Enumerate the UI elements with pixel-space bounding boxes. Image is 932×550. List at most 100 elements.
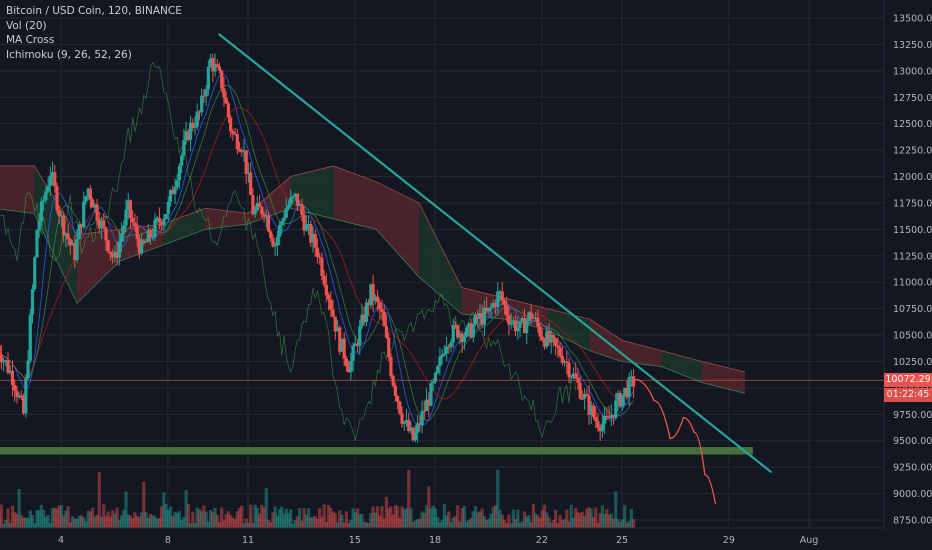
volume-bar [271, 512, 275, 528]
volume-bar [609, 513, 613, 528]
candle-body [369, 284, 373, 306]
volume-bar [600, 505, 605, 528]
candle-body [249, 172, 253, 196]
volume-bar [251, 522, 255, 528]
volume-bar [438, 522, 442, 528]
volume-bar [554, 509, 558, 528]
candle-body [148, 230, 153, 238]
candle-body [391, 376, 395, 386]
legend-symbol[interactable]: Bitcoin / USD Coin, 120, BINANCE [6, 5, 182, 17]
volume-bar [249, 504, 253, 528]
volume-bar [416, 519, 420, 528]
candle-body [86, 188, 90, 197]
candle-body [160, 222, 164, 226]
drawings[interactable] [0, 32, 884, 505]
volume-bar [13, 512, 17, 528]
volume-bar [456, 505, 460, 528]
volume-bar [547, 517, 551, 528]
candle-body [398, 401, 402, 414]
price-axis[interactable]: 13500.00 13250.00 13000.00 12750.00 12500.00… [883, 0, 932, 550]
price-tick-label: 12500.00 [893, 119, 932, 130]
volume-bar [193, 522, 197, 528]
volume-bar [585, 508, 589, 528]
volume-bar [342, 522, 346, 528]
candle-body [304, 224, 308, 231]
volume-bar [324, 521, 328, 528]
volume-bar [522, 511, 527, 528]
candle-body [382, 311, 386, 327]
volume-bar [77, 515, 81, 528]
volume-bar [235, 511, 239, 528]
candle-body [554, 338, 558, 346]
volume-bar [603, 513, 607, 528]
candle-body [603, 415, 607, 424]
volume-bar [589, 508, 593, 528]
candle-body [257, 202, 262, 207]
volume-bar [391, 514, 395, 528]
candle-body [509, 322, 513, 325]
volume-bar [108, 516, 113, 528]
volume-bar [349, 519, 353, 528]
candle-body [39, 201, 44, 222]
candle-body [560, 355, 564, 363]
volume-bar [583, 515, 587, 528]
volume-bar [436, 516, 440, 528]
candle-body [313, 233, 317, 248]
volume-bar [131, 518, 135, 528]
legend-indicator-ma-cross[interactable]: MA Cross [6, 34, 55, 46]
volume-bar [427, 486, 431, 528]
candle-body [224, 97, 228, 104]
volume-bar [556, 522, 560, 528]
candle-body [589, 405, 593, 415]
candle-body [324, 284, 328, 296]
candle-body [420, 410, 424, 426]
candle-body [407, 420, 411, 432]
legend-indicator-ichimoku[interactable]: Ichimoku (9, 26, 52, 26) [6, 48, 132, 61]
volume-bar [529, 522, 533, 528]
volume-bar [182, 517, 186, 528]
candle-body [631, 376, 636, 387]
candle-body [542, 340, 547, 347]
candle-body [591, 405, 596, 417]
volume-bar [177, 510, 182, 528]
volume-bar [104, 515, 108, 528]
candle-body [213, 64, 217, 72]
legend-indicator-volume[interactable]: Vol (20) [6, 19, 47, 32]
candle-body [482, 307, 487, 325]
volume-bar [489, 513, 493, 528]
volume-bar [139, 512, 144, 528]
volume-bar [422, 513, 426, 528]
volume-bar [37, 510, 41, 528]
volume-bar [473, 505, 478, 528]
candle-body [516, 327, 520, 332]
candle-body [605, 415, 609, 418]
time-tick-label: 22 [536, 535, 548, 546]
candle-body [620, 394, 625, 407]
candle-body [402, 422, 406, 424]
candle-body [151, 236, 155, 238]
volume-bar [293, 520, 297, 528]
time-axis[interactable]: 4 8 11 15 18 22 25 29 Aug [0, 527, 932, 550]
candle-body [186, 131, 190, 140]
time-tick-label: 11 [242, 535, 254, 546]
candle-body [424, 399, 429, 411]
candle-body [211, 58, 215, 72]
volume-bar [209, 510, 213, 528]
candle-body [180, 155, 184, 166]
cloud-segment [376, 181, 419, 277]
volume-bar [33, 523, 37, 528]
candle-body [525, 321, 529, 334]
volume-bar [289, 509, 293, 528]
volume-bar [66, 506, 70, 528]
candle-body [364, 302, 369, 323]
candle-body [164, 214, 168, 219]
volume-bar [458, 521, 462, 528]
volume-bar [482, 516, 487, 528]
volume-bar [358, 514, 362, 528]
volume-bar [558, 514, 562, 528]
candle-body [146, 230, 150, 242]
cloud-segment [333, 165, 377, 230]
volume-bar [587, 507, 591, 528]
volume-bar [222, 520, 226, 528]
